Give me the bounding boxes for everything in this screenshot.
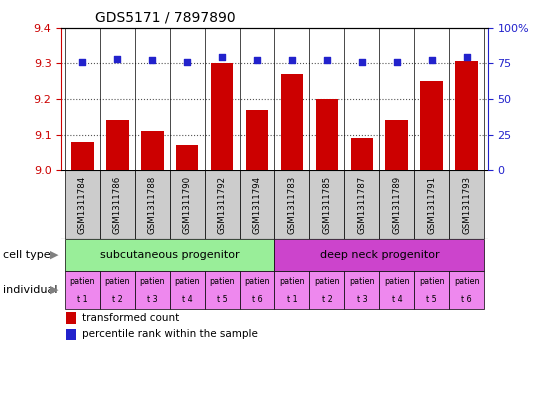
Bar [414, 271, 449, 309]
Text: GSM1311794: GSM1311794 [253, 176, 262, 233]
Bar [385, 120, 408, 170]
Text: GSM1311792: GSM1311792 [217, 176, 227, 233]
Text: GSM1311786: GSM1311786 [112, 175, 122, 234]
Bar [135, 271, 169, 309]
Point [288, 57, 296, 63]
Text: patien: patien [314, 277, 340, 286]
Point [322, 57, 331, 63]
Bar [274, 170, 310, 239]
Text: patien: patien [140, 277, 165, 286]
Text: patien: patien [174, 277, 200, 286]
Text: transformed count: transformed count [82, 312, 179, 323]
Bar [344, 170, 379, 239]
Point [358, 59, 366, 65]
Text: t 1: t 1 [287, 295, 297, 304]
Text: GSM1311790: GSM1311790 [183, 176, 192, 233]
Text: t 3: t 3 [357, 295, 367, 304]
Bar [351, 138, 373, 170]
Text: patien: patien [104, 277, 130, 286]
Text: t 4: t 4 [182, 295, 192, 304]
Bar [274, 239, 484, 271]
Bar [65, 170, 100, 239]
Text: patien: patien [69, 277, 95, 286]
Text: ▶: ▶ [50, 250, 58, 260]
Text: GSM1311783: GSM1311783 [287, 175, 296, 234]
Bar [71, 141, 94, 170]
Point [183, 59, 191, 65]
Text: patien: patien [454, 277, 480, 286]
Bar [100, 271, 135, 309]
Point [253, 57, 261, 63]
Bar [455, 61, 478, 170]
Bar [141, 131, 164, 170]
Bar [310, 271, 344, 309]
Text: patien: patien [384, 277, 409, 286]
Point [393, 59, 401, 65]
Text: deep neck progenitor: deep neck progenitor [320, 250, 439, 260]
Text: cell type: cell type [3, 250, 50, 260]
Text: patien: patien [419, 277, 445, 286]
Text: GSM1311787: GSM1311787 [357, 175, 366, 234]
Bar [449, 271, 484, 309]
Text: individual: individual [3, 285, 57, 295]
Bar [205, 170, 239, 239]
Text: t 3: t 3 [147, 295, 157, 304]
Bar [379, 271, 414, 309]
Point [148, 57, 156, 63]
Bar [421, 81, 443, 170]
Text: t 6: t 6 [252, 295, 262, 304]
Text: ▶: ▶ [50, 285, 58, 295]
Bar [169, 271, 205, 309]
Text: t 1: t 1 [77, 295, 87, 304]
Bar [169, 170, 205, 239]
Bar [205, 271, 239, 309]
Text: t 5: t 5 [217, 295, 228, 304]
Text: GSM1311789: GSM1311789 [392, 176, 401, 233]
Point [463, 54, 471, 61]
Text: patien: patien [209, 277, 235, 286]
Text: t 4: t 4 [392, 295, 402, 304]
Bar [66, 312, 76, 323]
Text: subcutaneous progenitor: subcutaneous progenitor [100, 250, 239, 260]
Bar [344, 271, 379, 309]
Bar [176, 145, 198, 170]
Bar [246, 110, 269, 170]
Text: t 2: t 2 [112, 295, 123, 304]
Bar [310, 170, 344, 239]
Point [427, 57, 436, 63]
Text: GDS5171 / 7897890: GDS5171 / 7897890 [95, 11, 236, 25]
Text: GSM1311785: GSM1311785 [322, 175, 332, 234]
Bar [211, 63, 233, 170]
Bar [414, 170, 449, 239]
Bar [280, 74, 303, 170]
Point [78, 59, 86, 65]
Text: patien: patien [349, 277, 375, 286]
Text: GSM1311784: GSM1311784 [78, 175, 87, 234]
Text: GSM1311788: GSM1311788 [148, 175, 157, 234]
Bar [65, 239, 274, 271]
Bar [106, 120, 128, 170]
Bar [135, 170, 169, 239]
Bar [274, 271, 310, 309]
Text: percentile rank within the sample: percentile rank within the sample [82, 329, 257, 339]
Bar [239, 271, 274, 309]
Bar [100, 170, 135, 239]
Bar [239, 170, 274, 239]
Text: GSM1311791: GSM1311791 [427, 176, 437, 233]
Point [113, 56, 122, 62]
Text: patien: patien [279, 277, 305, 286]
Text: t 5: t 5 [426, 295, 437, 304]
Text: t 6: t 6 [462, 295, 472, 304]
Point [218, 54, 227, 61]
Text: patien: patien [244, 277, 270, 286]
Bar [316, 99, 338, 170]
Bar [379, 170, 414, 239]
Text: t 2: t 2 [321, 295, 332, 304]
Bar [449, 170, 484, 239]
Bar [66, 329, 76, 340]
Bar [65, 271, 100, 309]
Text: GSM1311793: GSM1311793 [462, 176, 471, 233]
